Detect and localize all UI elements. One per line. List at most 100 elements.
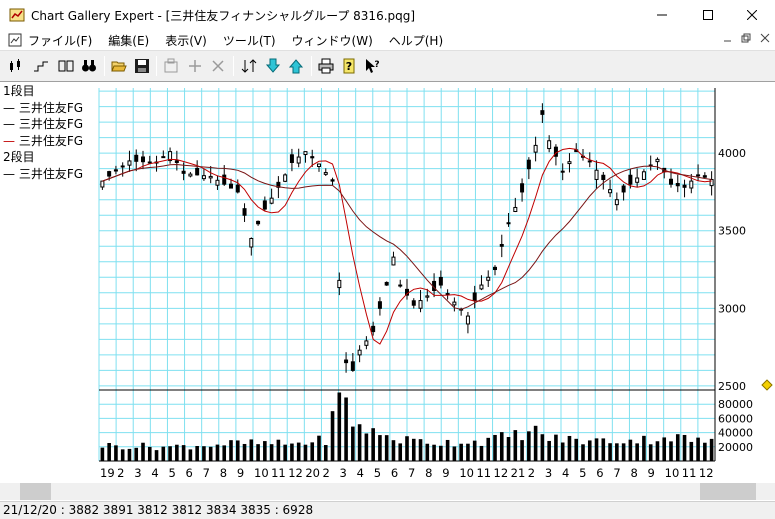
candle bbox=[161, 156, 166, 159]
volume-bar bbox=[466, 443, 470, 461]
candle bbox=[391, 256, 396, 266]
month-tick-label: 5 bbox=[579, 466, 586, 480]
context-help-button[interactable]: ? bbox=[361, 55, 383, 77]
price-tick-label: 2500 bbox=[718, 380, 746, 393]
add-button[interactable] bbox=[184, 55, 206, 77]
volume-bar bbox=[384, 435, 389, 461]
upload-icon bbox=[288, 59, 304, 74]
candle bbox=[141, 156, 145, 163]
properties-button[interactable] bbox=[160, 55, 182, 77]
legend-item[interactable]: — 三井住友FG bbox=[3, 133, 84, 148]
volume-bar bbox=[594, 438, 599, 461]
candle bbox=[621, 185, 626, 193]
volume-bar bbox=[472, 440, 477, 461]
minimize-button[interactable] bbox=[639, 0, 685, 30]
close-button[interactable] bbox=[729, 0, 775, 30]
candle bbox=[513, 206, 518, 213]
menu-window[interactable]: ウィンドウ(W) bbox=[291, 33, 373, 48]
volume-tick-label: 40000 bbox=[718, 427, 753, 440]
volume-bar bbox=[175, 444, 179, 461]
volume-bar bbox=[337, 392, 342, 461]
sort-button[interactable] bbox=[238, 55, 260, 77]
candle bbox=[452, 301, 457, 306]
candle bbox=[330, 179, 335, 182]
menu-tools[interactable]: ツール(T) bbox=[222, 33, 276, 48]
legend-item-label: 三井住友FG bbox=[18, 117, 84, 131]
volume-bar bbox=[445, 439, 450, 461]
volume-bar bbox=[323, 445, 328, 461]
candle bbox=[486, 276, 491, 281]
mdi-close-button[interactable] bbox=[757, 33, 773, 47]
candle bbox=[608, 189, 613, 194]
find-button[interactable] bbox=[78, 55, 100, 77]
daily-candles-button[interactable] bbox=[5, 55, 27, 77]
candle bbox=[560, 170, 565, 173]
toolbar-separator bbox=[104, 56, 105, 76]
month-tick-label: 21 bbox=[511, 466, 526, 480]
volume-bar bbox=[405, 436, 409, 461]
download-button[interactable] bbox=[262, 55, 284, 77]
mdi-restore-button[interactable] bbox=[738, 33, 754, 47]
volume-bar bbox=[371, 428, 375, 461]
candle bbox=[310, 156, 315, 159]
volume-bar bbox=[689, 441, 694, 461]
legend-item[interactable]: — 三井住友FG bbox=[3, 166, 84, 181]
candle bbox=[689, 180, 694, 189]
volume-bar bbox=[303, 444, 308, 461]
month-tick-label: 12 bbox=[494, 466, 509, 480]
mdi-minimize-button[interactable] bbox=[720, 33, 736, 47]
candle bbox=[296, 156, 301, 164]
open-button[interactable] bbox=[108, 55, 130, 77]
month-tick-label: 2 bbox=[117, 466, 124, 480]
daily-candles-icon bbox=[10, 59, 20, 72]
restore-icon bbox=[741, 33, 751, 43]
print-button[interactable] bbox=[315, 55, 337, 77]
legend-scroll-thumb[interactable] bbox=[20, 483, 51, 500]
month-tick-label: 11 bbox=[682, 466, 697, 480]
volume-bar bbox=[141, 442, 145, 461]
horizontal-scrollbar[interactable] bbox=[0, 483, 775, 500]
minimize-icon bbox=[724, 40, 731, 42]
legend-item-label: 三井住友FG bbox=[18, 166, 84, 181]
volume-bar bbox=[520, 440, 524, 461]
delete-button[interactable] bbox=[207, 55, 229, 77]
step-chart-button[interactable] bbox=[30, 55, 52, 77]
volume-bar bbox=[703, 442, 707, 461]
volume-bar bbox=[452, 446, 457, 461]
chart-scroll-thumb[interactable] bbox=[700, 483, 756, 500]
step-chart-icon bbox=[34, 61, 48, 72]
menu-help[interactable]: ヘルプ(H) bbox=[388, 33, 444, 48]
candle bbox=[168, 151, 173, 162]
menu-view[interactable]: 表示(V) bbox=[165, 33, 207, 48]
save-button[interactable] bbox=[131, 55, 153, 77]
upload-button[interactable] bbox=[285, 55, 307, 77]
volume-bar bbox=[127, 448, 132, 461]
month-tick-label: 19 bbox=[100, 466, 115, 480]
legend-item[interactable]: — 三井住友FG bbox=[3, 100, 84, 115]
volume-bar bbox=[479, 445, 484, 461]
document-icon[interactable] bbox=[8, 33, 22, 47]
month-tick-label: 9 bbox=[237, 466, 244, 480]
volume-bar bbox=[587, 440, 592, 461]
candle bbox=[256, 220, 261, 225]
candle bbox=[567, 161, 572, 165]
legend-item[interactable]: — 三井住友FG bbox=[3, 117, 84, 131]
volume-bar bbox=[669, 441, 673, 461]
month-tick-label: 8 bbox=[425, 466, 432, 480]
volume-tick-label: 20000 bbox=[718, 441, 753, 454]
volume-bar bbox=[391, 440, 396, 461]
volume-bar bbox=[378, 435, 382, 461]
help-button[interactable]: ? bbox=[338, 55, 360, 77]
volume-bar bbox=[256, 444, 260, 461]
menu-file[interactable]: ファイル(F) bbox=[28, 33, 93, 48]
candle bbox=[465, 315, 470, 325]
month-tick-label: 12 bbox=[699, 466, 714, 480]
menu-edit[interactable]: 編集(E) bbox=[108, 33, 150, 48]
month-tick-label: 7 bbox=[408, 466, 415, 480]
volume-bar bbox=[608, 443, 612, 461]
maximize-button[interactable] bbox=[685, 0, 731, 30]
month-tick-label: 10 bbox=[459, 466, 474, 480]
candle bbox=[364, 340, 369, 346]
dual-panel-button[interactable] bbox=[55, 55, 77, 77]
